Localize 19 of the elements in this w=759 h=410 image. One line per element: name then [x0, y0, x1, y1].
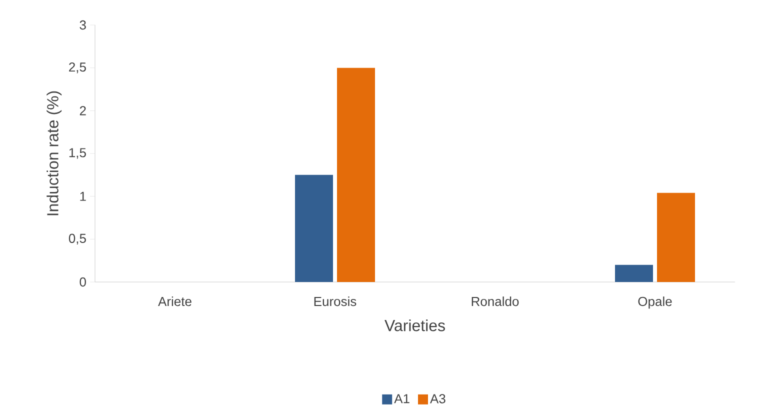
x-tick-label: Ronaldo [472, 296, 519, 306]
x-tick-label: Opale [638, 296, 672, 309]
y-tick-label: 3 [80, 20, 86, 30]
x-tick-label: Eurosis [314, 296, 356, 306]
legend-label: A1 [394, 394, 410, 404]
legend-label: A3 [430, 394, 446, 404]
y-tick-label: 1,5 [69, 148, 86, 159]
y-axis-title: Induction rate (%) [46, 91, 62, 216]
bar [657, 192, 696, 282]
y-tick-label: 0,5 [68, 234, 86, 245]
y-tick-label: 0 [80, 277, 86, 287]
y-tick-label: 1 [80, 192, 86, 201]
x-axis-title: Varieties [384, 319, 445, 332]
bar [295, 174, 334, 282]
y-tick-label: 2,5 [69, 62, 86, 74]
x-tick-label: Ariete [158, 296, 192, 306]
y-tick-label: 2 [80, 106, 86, 116]
bar [337, 68, 376, 282]
bar [615, 264, 654, 282]
